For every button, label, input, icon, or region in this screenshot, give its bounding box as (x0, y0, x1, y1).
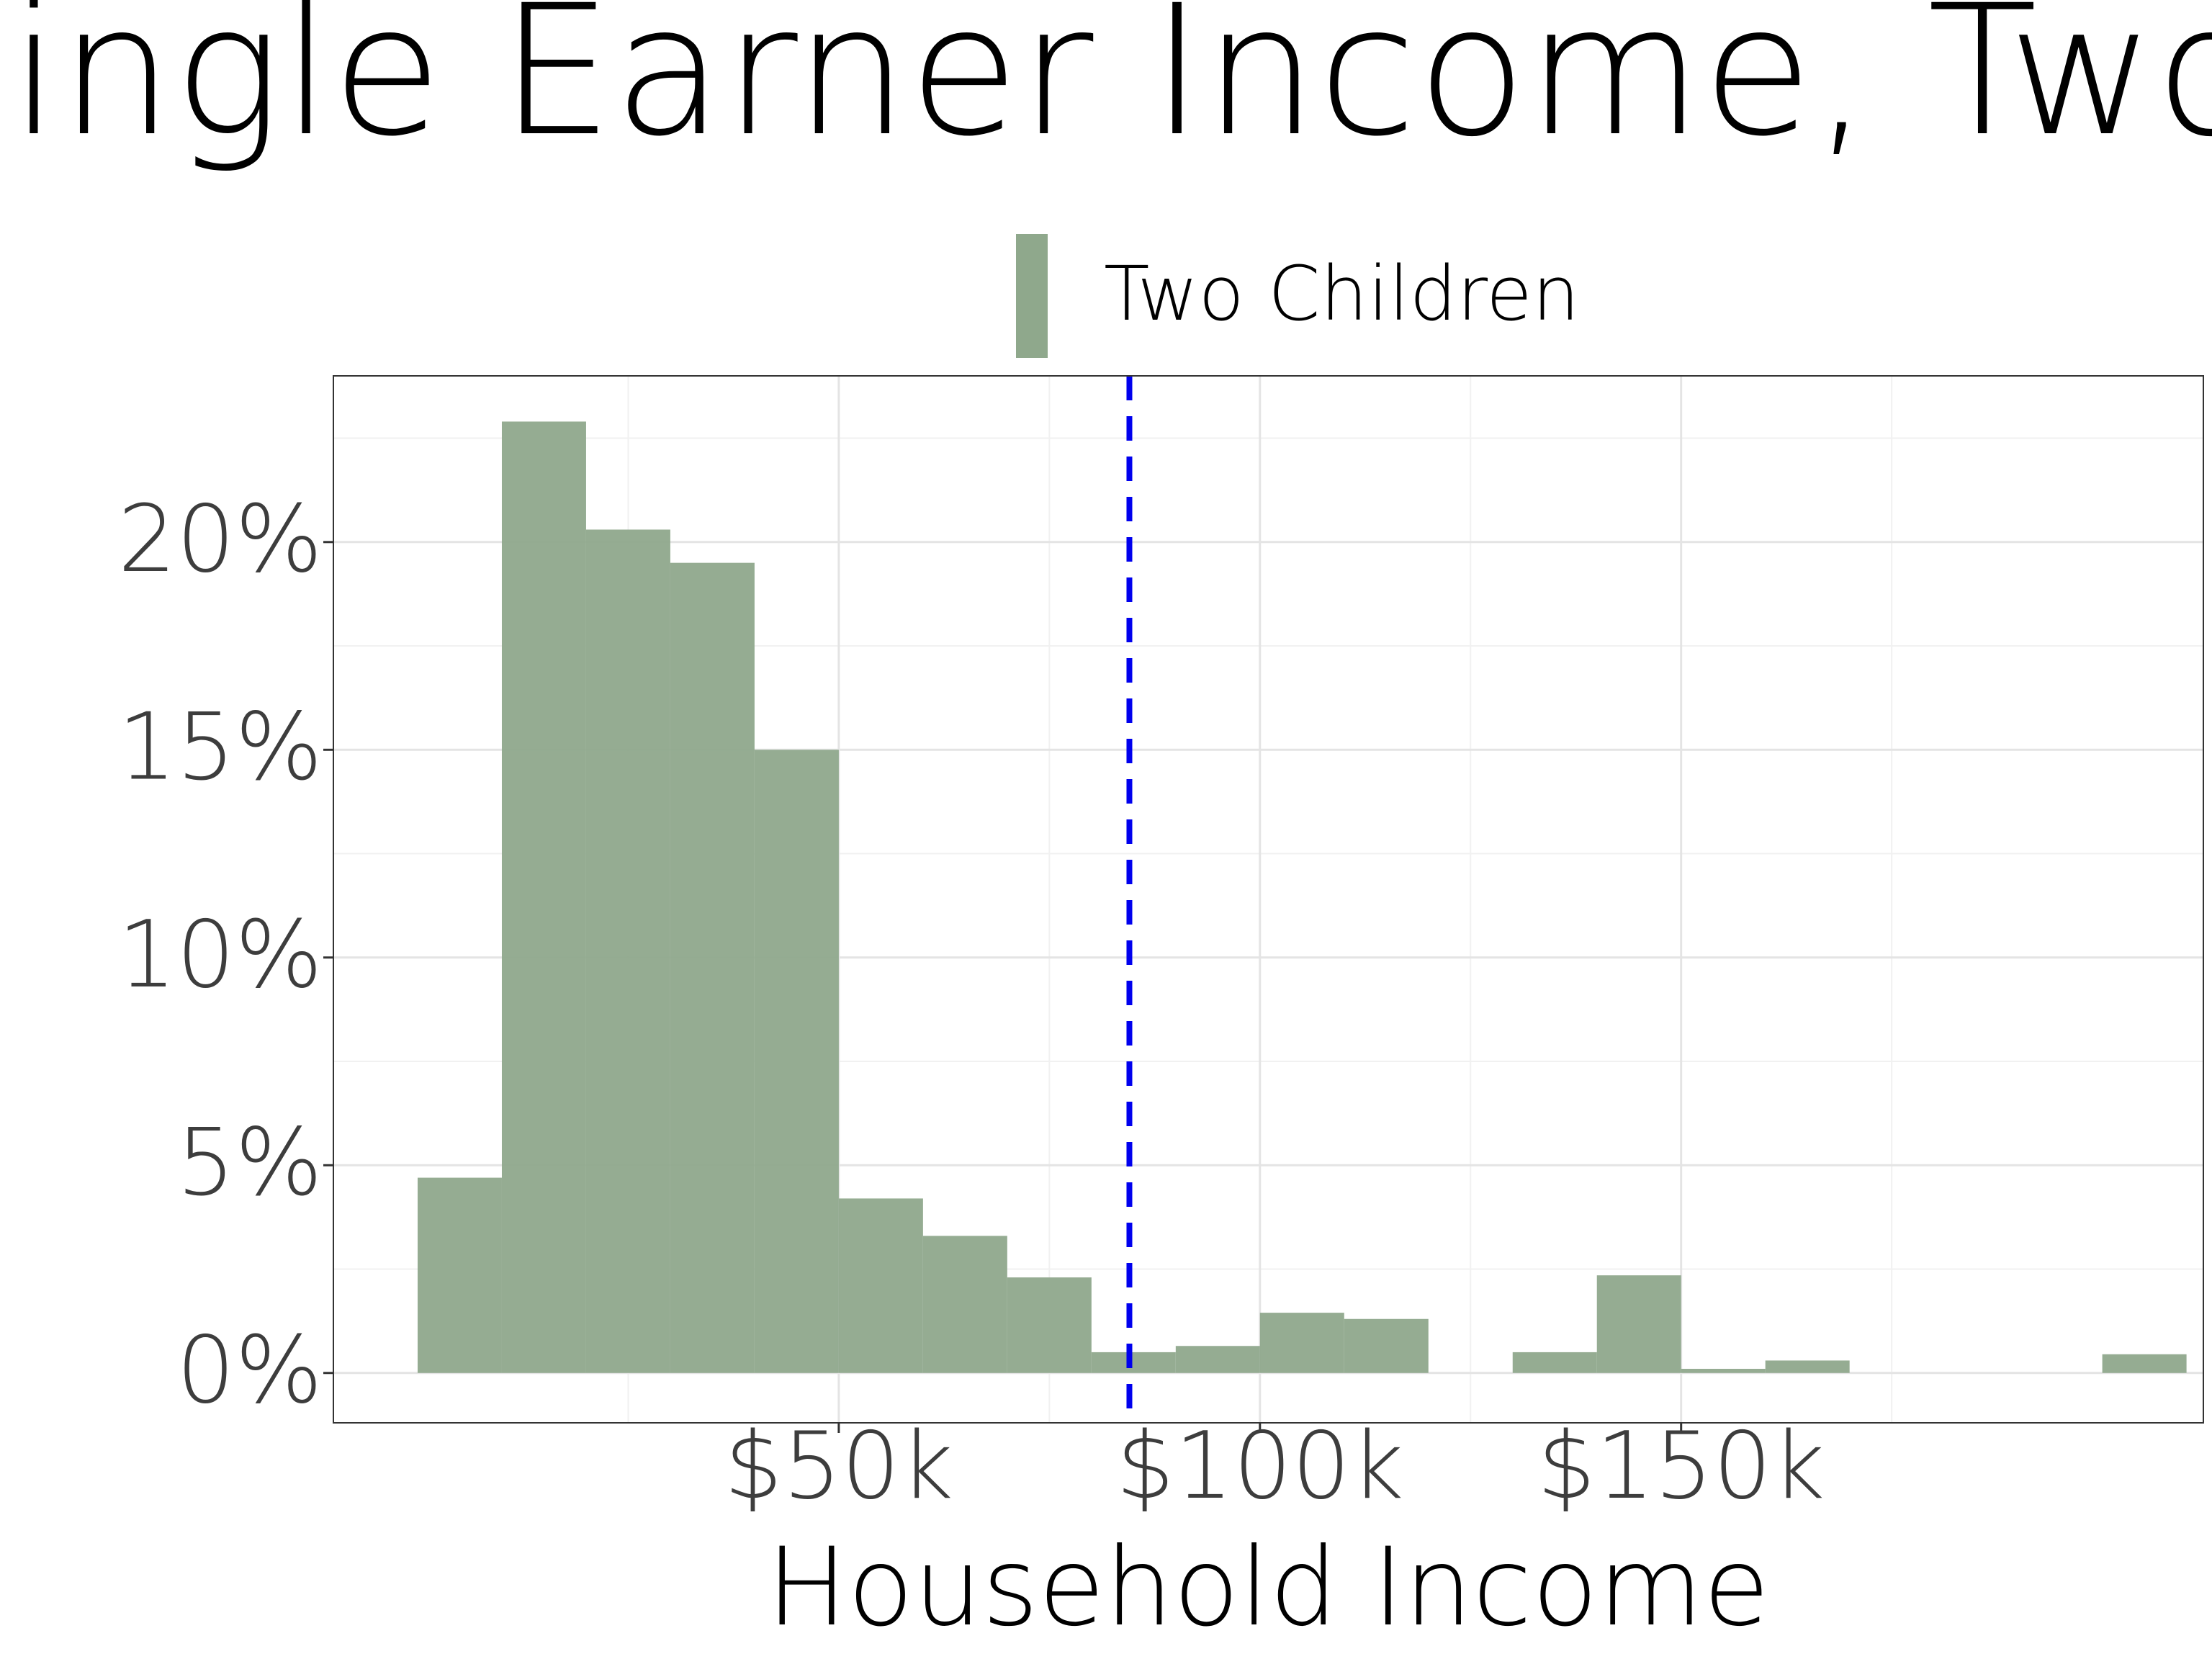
histogram-bar (585, 529, 670, 1373)
y-tick-label: 20% (118, 486, 323, 593)
histogram-bar (501, 421, 586, 1373)
histogram-bar (1175, 1346, 1260, 1373)
plot-border (333, 375, 2204, 1424)
histogram-bar (922, 1236, 1007, 1373)
x-tick-label: $150k (1537, 1413, 1825, 1520)
histogram-bar (1259, 1313, 1344, 1373)
histogram-bar (1344, 1318, 1429, 1373)
y-tick-label: 0% (176, 1317, 323, 1424)
histogram-bar (838, 1198, 923, 1373)
histogram-bar (1681, 1368, 1766, 1373)
x-tick-label: $100k (1116, 1413, 1404, 1520)
histogram-bar (1091, 1352, 1176, 1373)
chart-title: Single Earner Income, Two (0, 0, 2212, 176)
histogram-bar (1512, 1352, 1597, 1373)
histogram-bar (1596, 1275, 1681, 1373)
histogram-bar (417, 1177, 502, 1373)
y-tick-label: 10% (118, 902, 323, 1009)
legend: Two Children (1016, 234, 1580, 358)
histogram-bar (1007, 1277, 1092, 1373)
y-tick-label: 5% (176, 1109, 323, 1216)
histogram-bar (754, 750, 839, 1373)
x-axis: $50k $100k $150k (724, 1413, 1825, 1520)
histogram-bar (670, 562, 755, 1373)
histogram-bars (417, 421, 2187, 1373)
legend-label: Two Children (1104, 250, 1580, 338)
y-tick-label: 15% (118, 693, 323, 801)
legend-swatch (1016, 234, 1048, 358)
x-axis-title: Household Income (766, 1525, 1769, 1650)
y-axis: 0% 5% 10% 15% 20% (118, 486, 333, 1424)
x-tick-label: $50k (724, 1413, 953, 1520)
histogram-bar (2102, 1354, 2187, 1373)
histogram-bar (1765, 1360, 1850, 1373)
